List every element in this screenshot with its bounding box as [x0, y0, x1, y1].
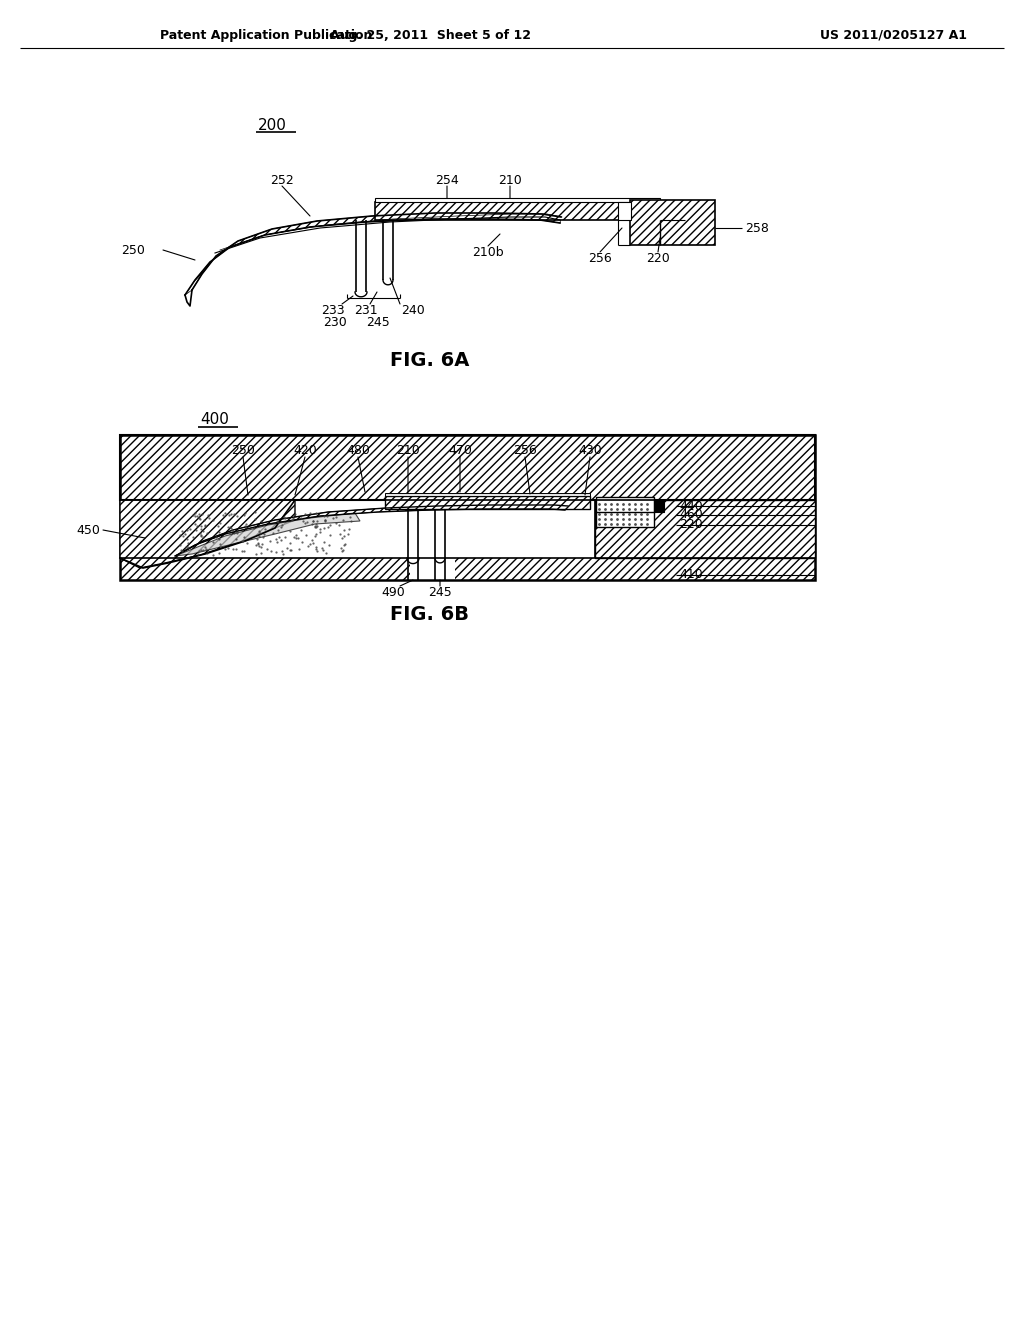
- Text: 256: 256: [513, 444, 537, 457]
- Text: 245: 245: [367, 315, 390, 329]
- Text: 233: 233: [322, 304, 345, 317]
- Text: 230: 230: [324, 315, 347, 329]
- Bar: [120, 436, 815, 500]
- Polygon shape: [175, 506, 568, 556]
- Text: 210: 210: [396, 444, 420, 457]
- Bar: [654, 500, 664, 512]
- Bar: [385, 492, 590, 496]
- Text: Aug. 25, 2011  Sheet 5 of 12: Aug. 25, 2011 Sheet 5 of 12: [330, 29, 530, 41]
- Text: 231: 231: [354, 304, 378, 317]
- Text: 460: 460: [679, 508, 702, 521]
- Text: 256: 256: [588, 252, 612, 264]
- Text: 254: 254: [435, 173, 459, 186]
- Polygon shape: [175, 513, 360, 556]
- Bar: [290, 558, 410, 579]
- Text: 440: 440: [679, 499, 702, 512]
- Bar: [120, 558, 410, 579]
- Text: 200: 200: [258, 117, 287, 132]
- Bar: [375, 198, 660, 202]
- Polygon shape: [595, 500, 815, 558]
- Text: 220: 220: [646, 252, 670, 264]
- Text: 410: 410: [679, 569, 702, 582]
- Text: 470: 470: [449, 444, 472, 457]
- Text: 245: 245: [428, 586, 452, 598]
- Text: FIG. 6B: FIG. 6B: [390, 606, 469, 624]
- Text: 400: 400: [200, 412, 229, 428]
- Text: 220: 220: [679, 519, 702, 532]
- Text: Patent Application Publication: Patent Application Publication: [160, 29, 373, 41]
- Bar: [455, 558, 595, 579]
- Text: 252: 252: [270, 173, 294, 186]
- Bar: [120, 436, 815, 579]
- Text: 210b: 210b: [472, 246, 504, 259]
- Bar: [385, 496, 590, 510]
- Text: 420: 420: [293, 444, 316, 457]
- Text: 430: 430: [579, 444, 602, 457]
- Bar: [618, 202, 631, 220]
- Text: US 2011/0205127 A1: US 2011/0205127 A1: [820, 29, 967, 41]
- Text: 210: 210: [498, 173, 522, 186]
- Text: 250: 250: [121, 243, 145, 256]
- Text: 450: 450: [76, 524, 100, 536]
- Text: 490: 490: [381, 586, 404, 598]
- Text: 240: 240: [401, 304, 425, 317]
- Text: 250: 250: [231, 444, 255, 457]
- Bar: [630, 201, 715, 246]
- Text: 480: 480: [346, 444, 370, 457]
- Text: FIG. 6A: FIG. 6A: [390, 351, 470, 370]
- Polygon shape: [185, 213, 561, 294]
- Polygon shape: [120, 500, 295, 568]
- Text: 258: 258: [745, 222, 769, 235]
- Bar: [596, 498, 654, 527]
- Bar: [595, 558, 815, 579]
- Bar: [375, 202, 660, 220]
